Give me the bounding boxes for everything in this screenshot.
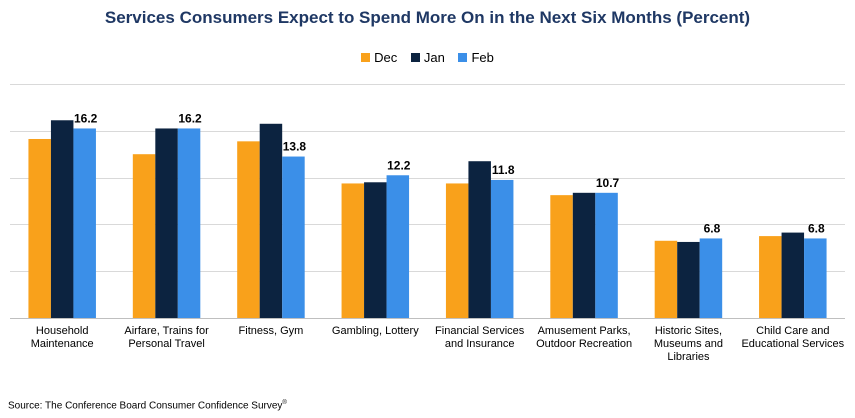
bar-feb-7: [804, 238, 827, 318]
legend-item-jan: Jan: [410, 50, 445, 65]
bar-jan-2: [259, 123, 283, 318]
legend-swatch-feb: [458, 53, 468, 62]
legend-label-feb: Feb: [471, 50, 494, 65]
bar-feb-4: [490, 179, 514, 318]
category-label-2-line-0: Fitness, Gym: [239, 325, 304, 337]
data-label-2: 13.8: [283, 140, 307, 154]
bar-jan-6: [677, 241, 700, 318]
legend-item-feb: Feb: [458, 50, 494, 65]
bar-jan-5: [572, 192, 596, 318]
bar-feb-2: [282, 156, 305, 318]
category-label-6-line-1: Museums and: [654, 338, 723, 350]
source-note: Source: The Conference Board Consumer Co…: [8, 400, 287, 411]
bar-jan-7: [781, 232, 805, 318]
chart-legend: Dec Jan Feb: [0, 50, 855, 65]
chart-title: Services Consumers Expect to Spend More …: [104, 8, 751, 27]
data-label-7: 6.8: [808, 221, 825, 235]
data-label-1: 16.2: [178, 111, 202, 125]
bar-feb-6: [699, 238, 723, 318]
bar-feb-0: [73, 128, 96, 318]
category-label-0-line-1: Maintenance: [31, 338, 94, 350]
category-label-0: Household Maintenance: [31, 325, 94, 350]
category-label-6-line-2: Libraries: [667, 351, 710, 363]
legend-label-dec: Dec: [374, 50, 398, 65]
category-label-7-line-0: Child Care and: [756, 325, 829, 337]
data-label-0: 16.2: [74, 111, 98, 125]
category-label-4-line-0: Financial Services: [435, 325, 525, 337]
data-label-4: 11.8: [492, 163, 515, 177]
category-label-5: Amusement Parks, Outdoor Recreation: [536, 325, 632, 350]
category-label-3-line-0: Gambling, Lottery: [332, 325, 419, 337]
category-label-4: Financial Services and Insurance: [435, 325, 525, 350]
category-label-0-line-0: Household: [36, 325, 89, 337]
bar-dec-3: [341, 183, 365, 318]
bar-dec-7: [759, 236, 782, 318]
legend-swatch-dec: [361, 53, 371, 62]
category-label-4-line-1: and Insurance: [445, 338, 515, 350]
bar-jan-0: [50, 120, 74, 319]
category-label-5-line-0: Amusement Parks,: [538, 325, 631, 337]
category-label-1-line-0: Airfare, Trains for: [124, 325, 209, 337]
legend-item-dec: Dec: [361, 50, 397, 65]
bar-feb-5: [595, 192, 618, 318]
registered-mark: ®: [282, 400, 287, 406]
bar-dec-5: [550, 195, 573, 318]
bar-jan-3: [364, 182, 387, 318]
bar-jan-4: [468, 161, 491, 318]
category-label-6: Historic Sites, Museums and Libraries: [654, 325, 723, 363]
data-label-3: 12.2: [387, 158, 411, 172]
bar-dec-2: [237, 141, 260, 318]
data-label-6: 6.8: [704, 221, 721, 235]
category-label-1-line-1: Personal Travel: [128, 338, 204, 350]
bar-jan-1: [155, 128, 178, 318]
bar-dec-0: [28, 138, 51, 318]
category-label-2: Fitness, Gym: [239, 325, 304, 337]
category-label-3: Gambling, Lottery: [332, 325, 419, 337]
bar-dec-1: [132, 154, 156, 318]
category-label-1: Airfare, Trains for Personal Travel: [124, 325, 209, 350]
data-label-5: 10.7: [596, 176, 620, 190]
bar-dec-4: [445, 183, 469, 318]
category-label-7-line-1: Educational Services: [741, 338, 844, 350]
category-label-7: Child Care and Educational Services: [741, 325, 844, 350]
category-label-5-line-1: Outdoor Recreation: [536, 338, 632, 350]
bar-feb-3: [386, 175, 410, 318]
legend-label-jan: Jan: [423, 50, 445, 65]
source-text: Source: The Conference Board Consumer Co…: [8, 400, 283, 412]
category-label-6-line-0: Historic Sites,: [655, 325, 722, 337]
bar-feb-1: [177, 128, 201, 318]
legend-swatch-jan: [410, 53, 420, 62]
bar-dec-6: [654, 240, 678, 318]
